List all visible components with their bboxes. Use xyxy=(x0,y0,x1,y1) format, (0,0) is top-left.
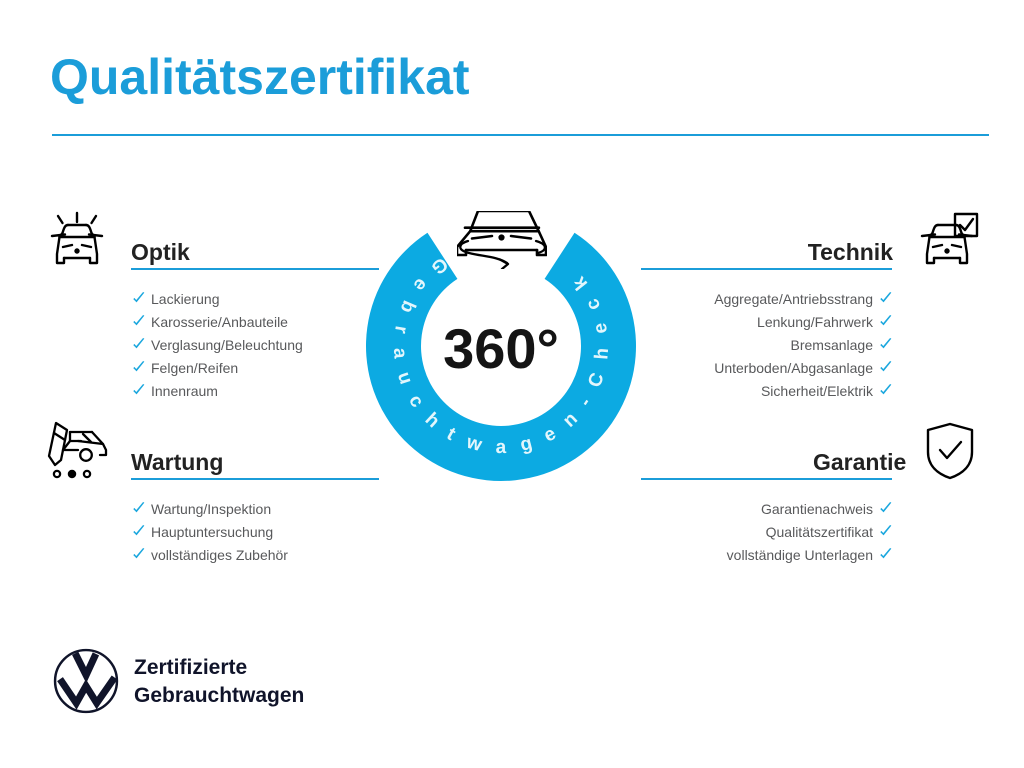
svg-text:360°: 360° xyxy=(443,317,559,380)
